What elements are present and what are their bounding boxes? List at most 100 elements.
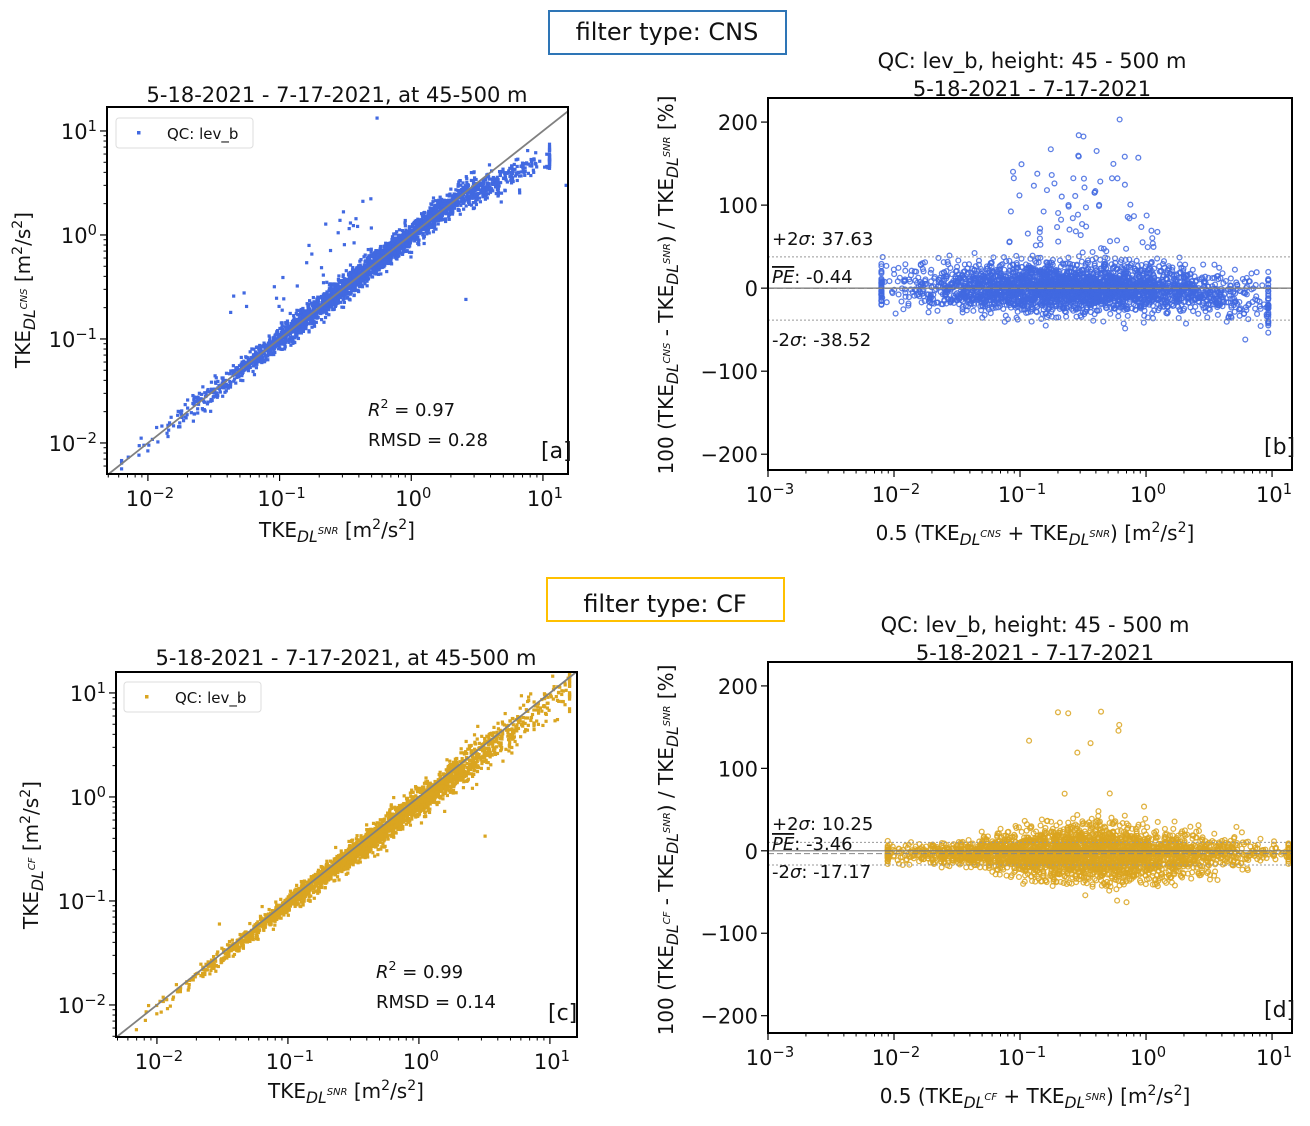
data-point — [274, 296, 279, 300]
data-point — [318, 296, 322, 300]
data-point — [372, 259, 376, 263]
data-point — [365, 269, 369, 274]
data-point — [914, 292, 921, 299]
data-point — [393, 251, 397, 255]
data-point — [374, 271, 378, 275]
data-point — [387, 255, 391, 259]
data-point — [369, 250, 373, 254]
data-point — [471, 206, 475, 211]
data-point — [309, 319, 313, 324]
data-point — [410, 225, 414, 229]
data-point — [307, 243, 311, 248]
data-point — [378, 265, 382, 269]
data-point — [272, 346, 276, 351]
data-point — [332, 292, 336, 296]
data-point — [515, 178, 519, 183]
data-point — [264, 354, 268, 358]
data-point — [192, 402, 196, 407]
data-point — [213, 374, 217, 378]
data-point — [1036, 235, 1043, 242]
data-point — [335, 301, 339, 306]
data-point — [358, 259, 362, 263]
data-point — [456, 183, 460, 187]
data-point — [301, 329, 306, 334]
data-point — [1126, 215, 1133, 222]
data-point — [242, 363, 246, 367]
data-point — [447, 214, 451, 218]
data-point — [509, 176, 513, 180]
text-segment: 10 — [61, 224, 88, 248]
data-point — [231, 364, 235, 368]
data-point — [380, 260, 384, 264]
data-point — [477, 192, 481, 196]
data-point — [530, 162, 534, 166]
data-point — [339, 300, 343, 304]
legend-marker — [137, 131, 141, 135]
data-point — [365, 274, 370, 278]
data-point — [479, 191, 483, 195]
data-point — [1102, 254, 1109, 261]
data-point — [416, 225, 420, 229]
text-segment: 10 — [49, 432, 76, 456]
data-point — [403, 224, 407, 228]
data-point — [504, 171, 508, 175]
data-point — [357, 264, 361, 268]
data-point — [398, 240, 402, 244]
data-point — [347, 275, 352, 280]
data-point — [314, 309, 318, 314]
data-point — [486, 192, 491, 196]
data-point — [497, 170, 502, 174]
data-point — [425, 232, 429, 236]
text-segment: 0 — [88, 222, 97, 239]
data-point — [1080, 133, 1087, 140]
data-point — [458, 192, 462, 196]
data-point — [327, 283, 332, 287]
data-point — [362, 263, 366, 267]
data-point — [312, 300, 316, 304]
data-point — [510, 165, 514, 169]
data-point — [305, 317, 309, 322]
data-point — [236, 375, 240, 379]
data-point — [452, 192, 456, 196]
data-point — [236, 372, 241, 376]
data-point — [179, 412, 183, 416]
data-point — [448, 211, 452, 215]
data-point — [294, 329, 298, 333]
data-point — [282, 347, 287, 351]
data-point — [321, 281, 326, 285]
data-point — [529, 173, 533, 178]
data-point — [167, 421, 172, 425]
data-point — [505, 180, 509, 184]
data-point — [300, 324, 304, 328]
data-point — [1149, 310, 1156, 317]
data-point — [239, 362, 244, 366]
data-point — [511, 170, 515, 174]
data-point — [1074, 211, 1082, 218]
data-point — [429, 208, 433, 212]
text-segment: 10 — [527, 487, 554, 511]
data-point — [147, 443, 151, 447]
data-point — [271, 351, 275, 355]
data-point — [119, 467, 124, 471]
data-point — [547, 166, 552, 170]
data-point — [394, 256, 399, 261]
filter-text-cf: filter type: CF — [583, 590, 746, 618]
data-point — [466, 184, 471, 188]
data-point — [469, 171, 474, 175]
y-tick-label: 100 — [61, 222, 97, 248]
data-point — [422, 219, 427, 223]
data-point — [484, 192, 488, 197]
data-point — [356, 280, 360, 284]
data-point — [209, 397, 213, 402]
data-point — [522, 161, 526, 166]
data-point — [228, 385, 233, 389]
data-point — [167, 428, 171, 432]
data-point — [331, 283, 336, 287]
data-point — [1216, 264, 1223, 271]
data-point — [352, 241, 356, 245]
data-point — [352, 276, 357, 281]
data-point — [564, 183, 568, 187]
x-tick-label: 101 — [527, 485, 563, 511]
data-point — [346, 292, 350, 296]
data-point — [1219, 270, 1226, 277]
